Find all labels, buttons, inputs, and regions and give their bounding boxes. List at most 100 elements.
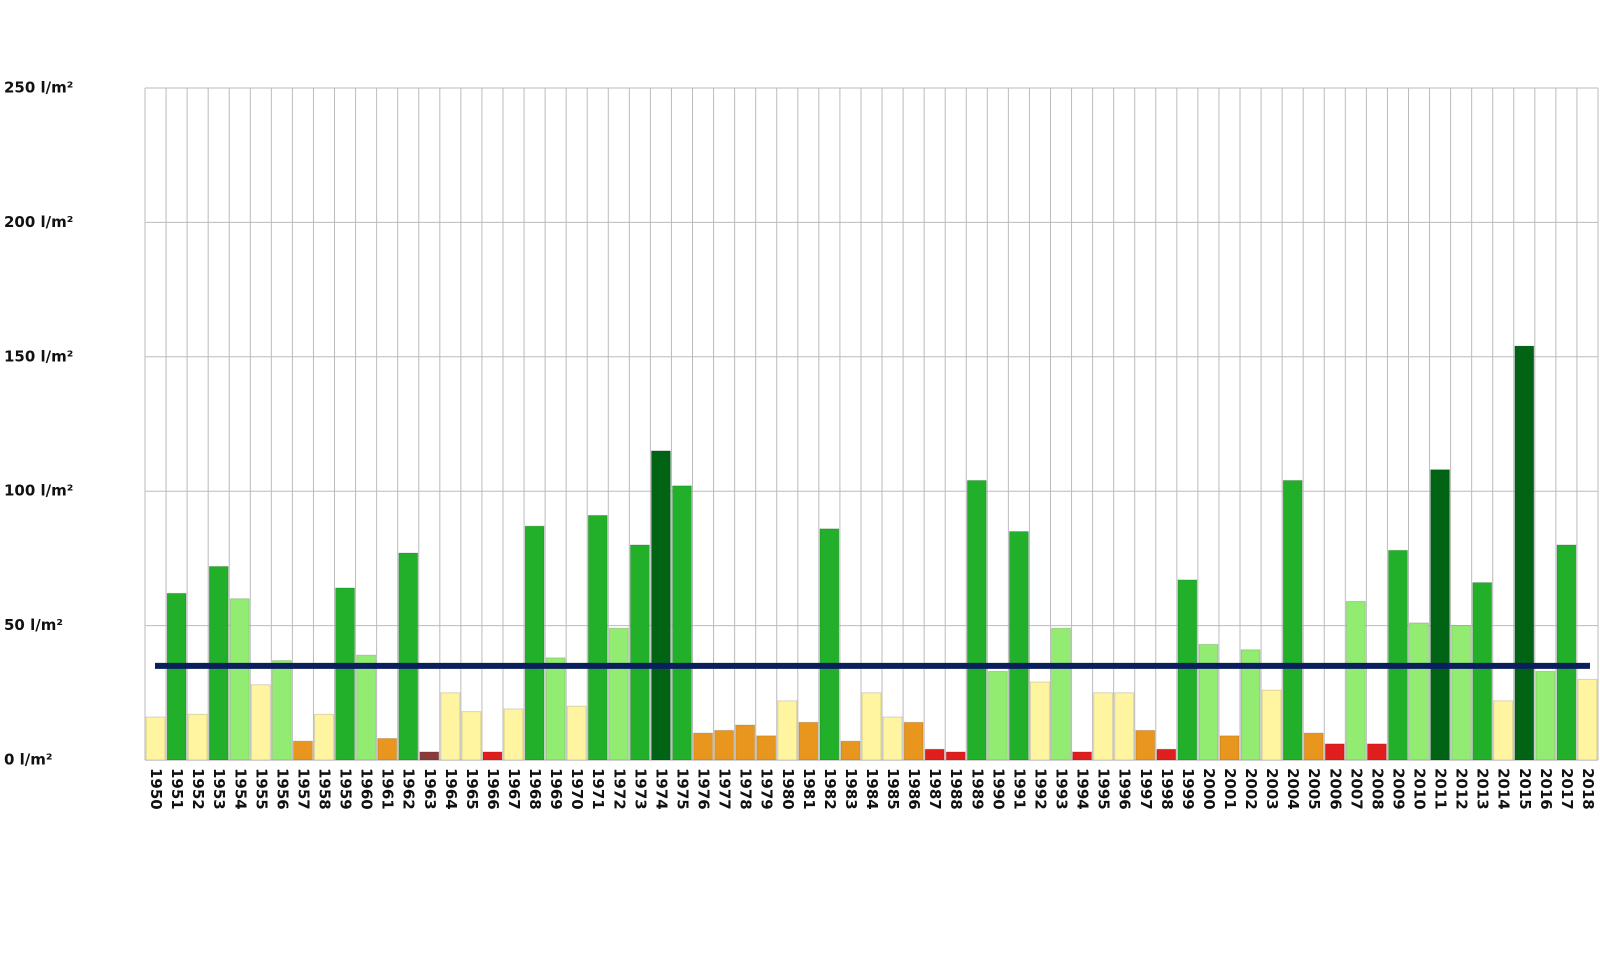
x-tick-label: 2001 [1221,768,1239,810]
x-tick-label: 1977 [716,768,734,810]
x-tick-label: 1976 [695,768,713,810]
bar [1051,627,1071,761]
bar [566,705,587,761]
x-tick-label: 2007 [1347,768,1365,810]
x-tick-label: 1996 [1116,768,1134,810]
bar [440,692,461,761]
bar [840,740,861,761]
bar [250,684,271,761]
bar [1029,681,1050,761]
x-tick-label: 1951 [168,768,186,810]
bar [735,724,756,761]
x-tick-label: 2006 [1326,768,1344,810]
bar [693,732,714,761]
x-tick-label: 2003 [1263,768,1281,810]
bar [1409,622,1429,761]
bar [650,450,671,761]
bar [629,544,650,761]
x-tick-label: 1990 [989,768,1007,810]
x-tick-label: 1971 [589,768,607,810]
x-tick-label: 1975 [673,768,691,810]
bar [1156,748,1177,761]
bar [356,654,377,761]
x-tick-label: 1961 [379,768,397,810]
bar [966,479,987,761]
x-tick-label: 1985 [884,768,902,810]
y-tick-label: 50 l/m² [4,616,63,634]
x-tick-label: 1960 [358,768,376,810]
bar [1282,479,1303,761]
bar [1072,751,1093,761]
x-tick-label: 2000 [1200,768,1218,810]
bar [503,708,524,761]
x-tick-label: 1950 [147,768,165,810]
x-tick-label: 1970 [568,768,586,810]
bar [271,660,292,761]
x-tick-label: 2016 [1537,768,1555,810]
x-tick-label: 1957 [294,768,312,810]
bar [798,721,819,761]
bar [1008,531,1029,761]
x-tick-label: 1972 [610,768,628,810]
x-tick-label: 1980 [779,768,797,810]
x-tick-label: 2014 [1495,768,1513,810]
x-tick-label: 2005 [1305,768,1323,810]
x-tick-label: 1982 [821,768,839,810]
bar [419,751,440,761]
x-tick-label: 1983 [842,768,860,810]
x-tick-label: 1969 [547,768,565,810]
x-tick-label: 2013 [1474,768,1492,810]
x-tick-label: 1959 [337,768,355,810]
bar [1493,700,1514,761]
x-tick-label: 1974 [652,768,670,810]
bar [1451,625,1472,761]
bar [187,713,208,761]
x-tick-label: 1988 [947,768,965,810]
y-tick-label: 100 l/m² [4,482,73,500]
x-tick-label: 1965 [463,768,481,810]
bar [1093,692,1114,761]
x-tick-label: 1997 [1137,768,1155,810]
x-tick-label: 1966 [484,768,502,810]
bar [461,711,482,761]
x-tick-label: 2008 [1368,768,1386,810]
bar [1261,689,1282,761]
bar [1472,582,1493,761]
x-tick-label: 1998 [1158,768,1176,810]
bar [524,525,545,761]
bar [1219,735,1240,761]
x-tick-label: 1989 [968,768,986,810]
bar [1240,649,1261,761]
bar [756,735,777,761]
x-tick-label: 1963 [421,768,439,810]
x-tick-label: 1958 [315,768,333,810]
bar [482,751,503,761]
bar [398,552,419,761]
x-tick-label: 2018 [1579,768,1597,810]
x-tick-label: 1999 [1179,768,1197,810]
bar [924,748,945,761]
x-tick-label: 1952 [189,768,207,810]
bar [1514,345,1535,761]
bar [1366,743,1387,761]
x-tick-label: 2015 [1516,768,1534,810]
y-tick-label: 250 l/m² [4,79,73,97]
x-tick-label: 1979 [758,768,776,810]
x-tick-label: 1987 [926,768,944,810]
bar [819,528,840,761]
bar [861,692,882,761]
x-tick-label: 1986 [905,768,923,810]
bar [777,700,798,761]
x-tick-label: 1981 [800,768,818,810]
y-tick-label: 0 l/m² [4,751,52,769]
bar [1324,743,1345,761]
x-tick-label: 2011 [1432,768,1450,810]
bar [1430,469,1451,761]
bar [672,485,692,761]
bar [1556,544,1577,761]
bar [335,587,356,761]
bar [1198,643,1219,761]
x-tick-label: 2017 [1558,768,1576,810]
bar [1387,549,1408,761]
